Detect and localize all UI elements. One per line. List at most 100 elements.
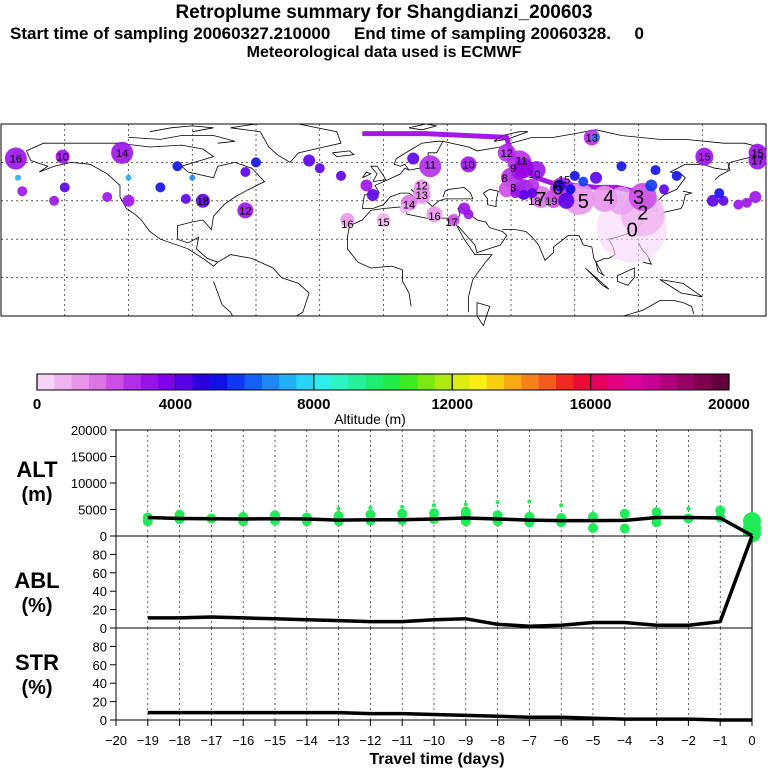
plume-particle-cluster — [240, 167, 251, 177]
colorbar-swatch — [383, 374, 401, 390]
cluster-day-label: 12 — [239, 205, 251, 217]
plume-particle-cluster — [650, 165, 661, 176]
y-tick-label: 5000 — [78, 503, 107, 518]
cluster-day-label: 8 — [502, 173, 508, 185]
cluster-day-label: 3 — [633, 187, 644, 209]
x-tick-label: −13 — [328, 733, 350, 748]
altitude-sample-point — [686, 506, 691, 511]
y-tick-label: 40 — [93, 676, 107, 691]
altitude-sample-point — [365, 509, 376, 520]
plume-particle-cluster — [592, 133, 600, 142]
plume-particle-cluster — [616, 161, 627, 172]
plume-particle-cluster — [340, 213, 355, 227]
plume-particle-cluster — [17, 186, 28, 197]
plume-particle-cluster — [463, 209, 474, 220]
cluster-day-label: 5 — [578, 191, 589, 213]
cluster-day-label: 17 — [445, 217, 457, 229]
altitude-sample-point — [400, 504, 405, 509]
plume-particle-cluster — [426, 206, 443, 223]
plume-particle-cluster — [102, 191, 113, 202]
colorbar-swatch — [434, 374, 453, 390]
coastline — [230, 123, 342, 163]
coastline — [332, 150, 355, 158]
colorbar-swatch — [296, 374, 315, 390]
coastline — [455, 206, 508, 254]
plume-particle-cluster — [558, 192, 575, 209]
cluster-day-label: 18 — [197, 196, 209, 208]
y-tick-label: 10000 — [71, 476, 107, 491]
str-axis-label: STR — [15, 650, 59, 675]
y-tick-label: 0 — [100, 713, 107, 728]
altitude-sample-point — [460, 506, 471, 517]
abl-axis-label: ABL — [14, 568, 59, 593]
x-tick-label: −6 — [554, 733, 569, 748]
y-tick-label: 60 — [93, 658, 107, 673]
coastline — [361, 129, 767, 209]
colorbar-swatch — [504, 374, 522, 390]
x-tick-label: −10 — [423, 733, 445, 748]
plume-particle-cluster — [125, 174, 132, 181]
colorbar-swatch — [37, 374, 55, 390]
colorbar-swatch — [210, 374, 228, 390]
colorbar-swatch — [573, 374, 592, 390]
coastline — [149, 125, 214, 133]
altitude-sample-point — [368, 505, 373, 510]
plume-particle-cluster — [733, 199, 744, 210]
x-tick-label: −15 — [264, 733, 286, 748]
plume-particle-cluster — [314, 163, 325, 174]
colorbar-swatch — [677, 374, 695, 390]
colorbar-swatch — [452, 374, 470, 390]
abl-panel: 0 20 40 60 80 ABL(%) — [14, 535, 754, 636]
coastline — [393, 140, 443, 165]
cluster-day-label: 11 — [516, 155, 527, 167]
plume-particle-cluster — [237, 202, 254, 219]
coastline — [623, 300, 695, 317]
plume-particle-cluster — [195, 193, 210, 208]
cluster-day-label: 15 — [558, 175, 570, 187]
x-tick-label: −8 — [490, 733, 505, 748]
plume-particle-cluster — [251, 157, 261, 168]
altitude-sample-point — [619, 523, 630, 534]
cluster-day-label: 18 — [528, 196, 540, 208]
altitude-axis-unit: (m) — [21, 484, 52, 506]
plume-particle-cluster — [695, 147, 714, 166]
altitude-series-line — [147, 515, 753, 538]
altitude-sample-point — [463, 502, 468, 507]
colorbar-swatch — [400, 374, 419, 390]
chart-title: Retroplume summary for Shangdianzi_20060… — [175, 2, 593, 23]
plume-particle-cluster — [525, 178, 540, 193]
cluster-day-label: 10 — [462, 159, 474, 171]
x-tick-label: −2 — [681, 733, 696, 748]
plume-particle-cluster — [671, 170, 682, 181]
colorbar-swatch — [607, 374, 626, 390]
plume-particle-cluster — [565, 184, 576, 195]
cluster-day-label: 6 — [552, 177, 563, 199]
x-tick-label: −18 — [169, 733, 191, 748]
cluster-day-label: 16 — [341, 219, 353, 231]
plume-particle-cluster — [407, 152, 420, 165]
time-series-panels: 05000100001500020000ALT(m)020406080ABL(%… — [14, 423, 761, 768]
cluster-day-label: 17 — [751, 155, 763, 167]
plume-particle-cluster — [591, 185, 618, 212]
cluster-day-label: 12 — [501, 148, 513, 160]
plume-particle-cluster — [527, 188, 538, 199]
colorbar-swatch — [625, 374, 643, 390]
plume-particle-cluster — [510, 188, 521, 199]
colorbar-swatch — [192, 374, 211, 390]
plume-particle-cluster — [59, 182, 70, 193]
y-tick-label: 40 — [93, 584, 107, 599]
plume-particle-cluster — [55, 149, 70, 164]
plume-particle-cluster — [553, 179, 566, 192]
plume-particle-cluster — [583, 129, 600, 146]
cluster-day-label: 13 — [586, 132, 598, 144]
cluster-day-label: 13 — [416, 190, 428, 202]
x-tick-label: 0 — [748, 733, 755, 748]
plume-particle-cluster — [399, 203, 410, 214]
plume-particle-cluster — [172, 161, 183, 172]
x-tick-label: −11 — [392, 733, 413, 748]
colorbar-swatch — [590, 374, 609, 390]
plume-particle-cluster — [49, 195, 60, 206]
colorbar-swatch — [659, 374, 678, 390]
x-tick-label: −14 — [296, 733, 318, 748]
